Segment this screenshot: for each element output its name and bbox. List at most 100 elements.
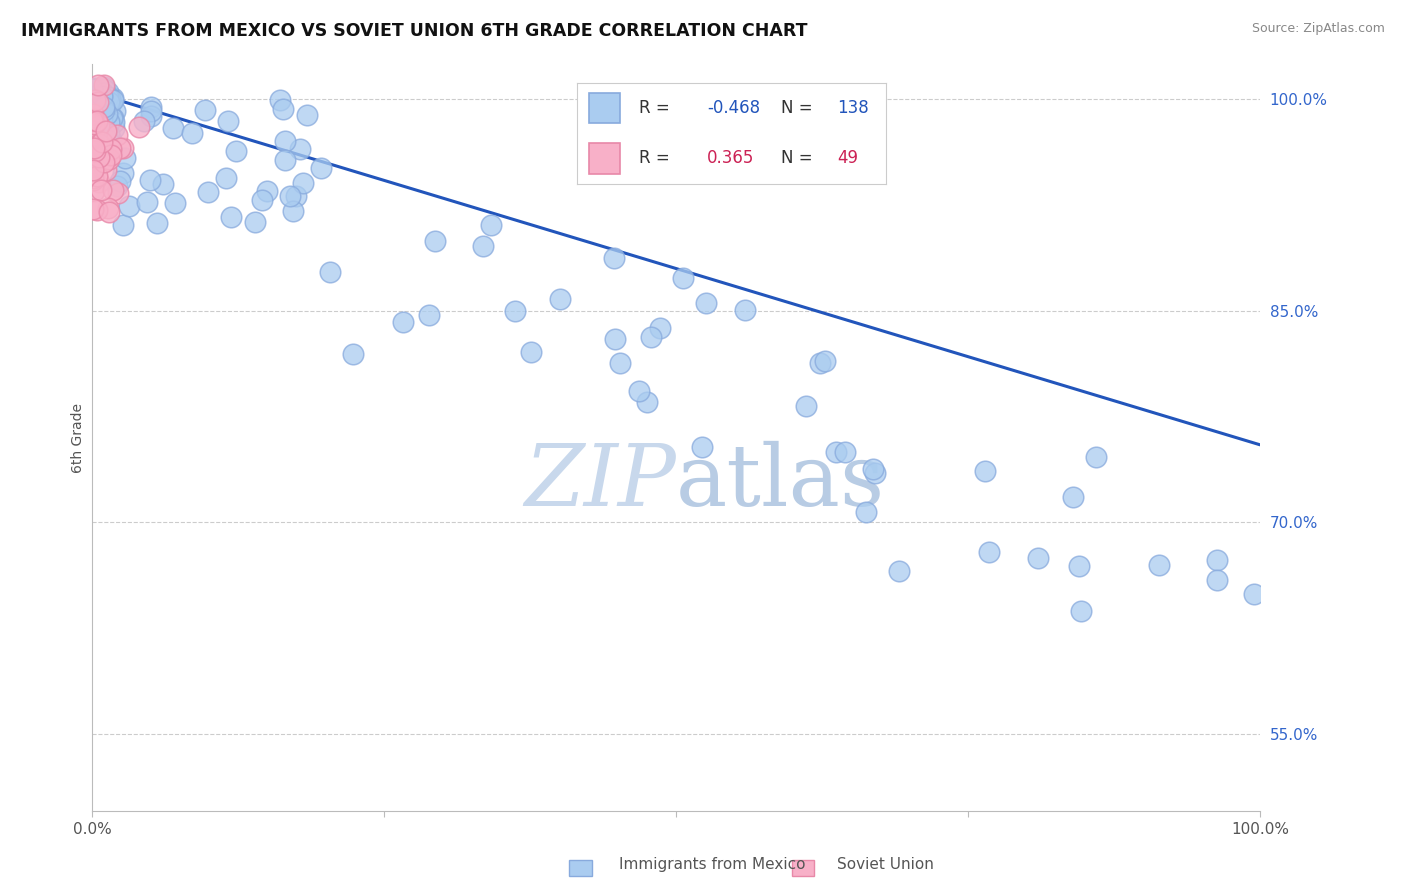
Point — [128, 120, 150, 134]
Point — [97, 133, 120, 147]
Point — [82, 107, 104, 121]
Text: atlas: atlas — [676, 441, 886, 524]
Point — [87, 100, 110, 114]
Point — [887, 564, 910, 578]
Point — [194, 103, 217, 117]
Point — [550, 292, 572, 306]
Point — [250, 193, 273, 207]
Point — [734, 302, 756, 317]
Text: Immigrants from Mexico: Immigrants from Mexico — [619, 857, 806, 872]
Point — [808, 356, 831, 370]
Point — [107, 186, 129, 200]
Point — [91, 138, 114, 153]
Point — [152, 177, 174, 191]
Point — [96, 153, 118, 167]
Point — [104, 104, 127, 119]
Point — [141, 100, 163, 114]
Point — [97, 201, 120, 215]
Point — [834, 445, 856, 459]
Point — [256, 184, 278, 198]
Point — [136, 194, 159, 209]
Point — [139, 173, 162, 187]
Point — [86, 113, 108, 128]
Point — [111, 140, 134, 154]
Point — [862, 462, 884, 476]
Point — [90, 89, 112, 103]
Point — [636, 395, 658, 409]
Point — [82, 160, 104, 174]
Point — [425, 235, 447, 249]
Point — [690, 440, 713, 454]
Point — [274, 134, 297, 148]
Point — [98, 92, 121, 106]
Point — [1243, 587, 1265, 601]
Point — [814, 353, 837, 368]
Point — [648, 321, 671, 335]
Point — [93, 112, 115, 126]
Text: ZIP: ZIP — [524, 442, 676, 524]
Point — [83, 184, 105, 198]
Point — [82, 162, 104, 177]
Point — [83, 81, 105, 95]
Point — [100, 147, 122, 161]
Point — [1026, 551, 1049, 566]
Point — [82, 173, 104, 187]
Text: IMMIGRANTS FROM MEXICO VS SOVIET UNION 6TH GRADE CORRELATION CHART: IMMIGRANTS FROM MEXICO VS SOVIET UNION 6… — [21, 22, 807, 40]
Point — [87, 87, 110, 102]
Point — [672, 271, 695, 285]
Point — [84, 93, 107, 107]
Point — [1205, 573, 1227, 587]
Point — [219, 210, 242, 224]
Point — [83, 141, 105, 155]
Point — [100, 133, 122, 147]
Point — [974, 464, 997, 478]
Point — [103, 115, 125, 129]
Point — [342, 347, 364, 361]
Point — [83, 117, 105, 131]
Point — [91, 99, 114, 113]
Point — [605, 332, 627, 346]
Point — [91, 112, 114, 127]
Point — [82, 124, 104, 138]
Point — [855, 505, 877, 519]
Point — [87, 148, 110, 162]
Point — [505, 304, 527, 318]
Point — [101, 183, 124, 197]
Point — [103, 91, 125, 105]
Point — [97, 205, 120, 219]
Point — [105, 179, 128, 194]
Point — [627, 384, 650, 398]
Point — [146, 216, 169, 230]
Point — [1067, 558, 1090, 573]
Point — [83, 136, 105, 150]
Text: Soviet Union: Soviet Union — [837, 857, 934, 872]
Point — [225, 145, 247, 159]
Point — [89, 175, 111, 189]
Point — [96, 90, 118, 104]
Point — [90, 89, 112, 103]
Point — [110, 174, 132, 188]
Point — [86, 133, 108, 147]
Point — [640, 329, 662, 343]
Point — [139, 103, 162, 118]
Point — [86, 169, 108, 183]
Point — [94, 162, 117, 177]
Point — [118, 199, 141, 213]
Point — [82, 130, 104, 145]
Point — [82, 122, 104, 136]
Point — [96, 107, 118, 121]
Point — [83, 134, 105, 148]
Point — [274, 153, 297, 167]
Point — [139, 109, 162, 123]
Point — [114, 152, 136, 166]
Point — [97, 86, 120, 100]
Point — [94, 132, 117, 146]
Point — [271, 102, 294, 116]
Point — [217, 113, 239, 128]
Point — [98, 115, 121, 129]
Point — [1206, 553, 1229, 567]
Point — [94, 127, 117, 141]
Point — [1149, 558, 1171, 573]
Point — [695, 296, 717, 310]
Point — [91, 135, 114, 149]
